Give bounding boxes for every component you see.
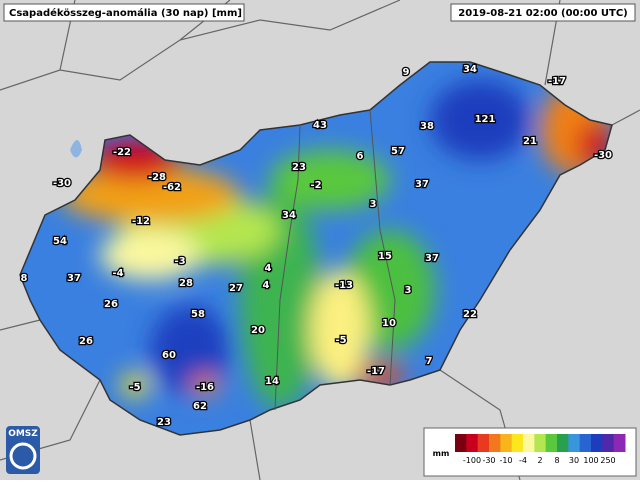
station-value: 22 (463, 309, 477, 320)
station-value: 62 (193, 401, 207, 412)
legend-swatch (557, 434, 569, 452)
legend-swatch (602, 434, 615, 452)
station-value: 54 (53, 236, 67, 247)
station-value: 20 (251, 325, 265, 336)
station-value: 23 (157, 417, 171, 428)
station-value: -4 (112, 268, 123, 279)
legend-unit: mm (433, 449, 450, 458)
station-value: 4 (265, 263, 272, 274)
station-value: 37 (425, 253, 439, 264)
legend-swatch (568, 434, 581, 452)
station-value: 34 (463, 64, 477, 75)
station-value: 37 (415, 179, 429, 190)
title: Csapadékösszeg-anomália (30 nap) [mm] (9, 7, 242, 19)
station-value: 57 (391, 146, 405, 157)
station-value: -12 (132, 216, 150, 227)
legend-tick: 250 (600, 456, 615, 465)
station-value: -3 (174, 256, 185, 267)
station-value: -28 (148, 172, 166, 183)
station-value: -30 (53, 178, 71, 189)
legend-swatch (477, 434, 490, 452)
legend-swatch (466, 434, 479, 452)
legend-tick: -100 (463, 456, 481, 465)
legend-swatch (613, 434, 626, 452)
station-value: 37 (67, 273, 81, 284)
station-value: -5 (129, 382, 140, 393)
rivers (274, 109, 396, 411)
station-value: 14 (265, 376, 279, 387)
station-value: 10 (382, 318, 396, 329)
station-value: 28 (179, 278, 193, 289)
station-value: -16 (196, 382, 214, 393)
station-value: 3 (370, 199, 377, 210)
station-value: 6 (357, 151, 364, 162)
station-value: -62 (163, 182, 181, 193)
station-value: -5 (335, 335, 346, 346)
legend-tick: -30 (482, 456, 495, 465)
legend-tick: -10 (499, 456, 512, 465)
logo-badge (6, 426, 40, 474)
station-value: 7 (426, 356, 433, 367)
legend-tick: -4 (519, 456, 527, 465)
station-value: 9 (403, 67, 410, 78)
title-box (3, 3, 245, 22)
station-value: -17 (367, 366, 385, 377)
station-value: 3 (405, 285, 412, 296)
legend-swatch (545, 434, 558, 452)
legend-swatch (489, 434, 501, 452)
station-value: 27 (229, 283, 243, 294)
legend-swatch (523, 434, 535, 452)
station-value: 58 (191, 309, 205, 320)
legend-swatch (455, 434, 467, 452)
station-value: -13 (335, 280, 353, 291)
legend-swatch (500, 434, 513, 452)
station-value: 4 (263, 280, 270, 291)
legend-swatch (591, 434, 603, 452)
legend-swatch (511, 434, 524, 452)
station-value: -22 (113, 147, 131, 158)
timestamp: 2019-08-21 02:00 (00:00 UTC) (458, 8, 628, 19)
station-value: 23 (292, 162, 306, 173)
lake (70, 140, 82, 158)
logo-mark (9, 442, 37, 470)
legend-swatch (579, 434, 592, 452)
station-value: 60 (162, 350, 176, 361)
station-value: 34 (282, 210, 296, 221)
logo-text: OMSZ (8, 429, 38, 439)
legend-tick: 2 (537, 456, 542, 465)
station-value: 8 (21, 273, 28, 284)
station-value: 43 (313, 120, 327, 131)
station-value: 26 (104, 299, 118, 310)
time-box (450, 3, 636, 22)
legend-tick: 100 (583, 456, 598, 465)
station-value: 121 (475, 114, 496, 125)
station-value: 26 (79, 336, 93, 347)
station-value: -30 (594, 150, 612, 161)
station-value: 21 (523, 136, 537, 147)
station-value: 15 (378, 251, 392, 262)
legend-swatch (534, 434, 547, 452)
legend-tick: 8 (554, 456, 559, 465)
station-value: 38 (420, 121, 434, 132)
legend-tick: 30 (569, 456, 579, 465)
station-value: -2 (310, 180, 321, 191)
station-value: -17 (548, 76, 566, 87)
